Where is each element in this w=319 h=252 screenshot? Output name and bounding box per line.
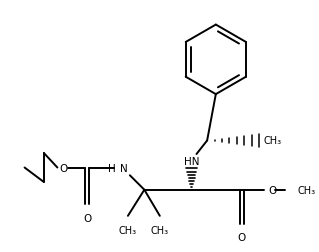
Text: O: O — [83, 213, 92, 223]
Text: CH₃: CH₃ — [298, 185, 316, 195]
Text: O: O — [268, 185, 276, 195]
Text: O: O — [238, 232, 246, 242]
Text: CH₃: CH₃ — [119, 225, 137, 235]
Text: N: N — [120, 163, 128, 173]
Text: HN: HN — [184, 156, 199, 166]
Text: CH₃: CH₃ — [151, 225, 169, 235]
Text: O: O — [59, 163, 67, 173]
Text: H: H — [108, 163, 115, 173]
Text: CH₃: CH₃ — [263, 136, 281, 146]
